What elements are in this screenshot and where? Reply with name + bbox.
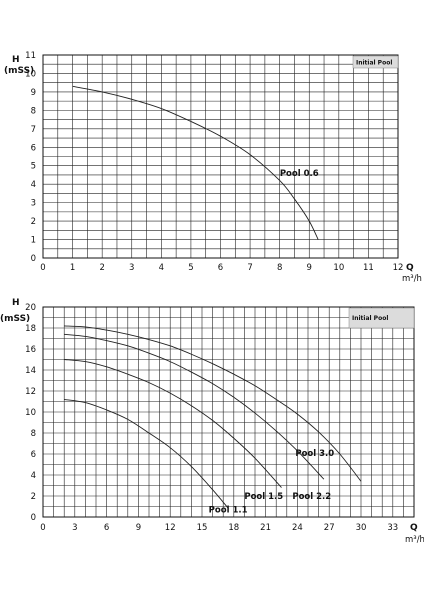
x-tick-label: 6 [104,523,109,533]
series-label: Pool 3.0 [295,449,334,459]
y-tick-label: 7 [31,125,36,135]
y-tick-label: 20 [25,303,36,313]
y-axis-unit: (mSS) [4,66,34,76]
x-tick-label: 7 [247,263,252,273]
x-tick-label: 4 [159,263,164,273]
x-tick-label: 0 [40,523,45,533]
x-axis-title: Q [406,263,414,273]
grid-lines [42,54,399,259]
y-tick-label: 10 [25,408,36,418]
series-label: Pool 1.5 [244,492,283,502]
x-axis-unit: m³/h [405,535,424,545]
x-axis-title: Q [410,523,418,533]
y-tick-label: 11 [25,51,36,61]
series-label: Pool 0.6 [280,169,319,179]
legend-box [348,307,415,329]
legend: Initial Pool [348,307,415,329]
x-tick-label: 9 [307,263,312,273]
y-tick-label: 2 [31,492,36,502]
x-tick-label: 21 [260,523,271,533]
y-tick-label: 0 [31,254,36,264]
plot-frame [42,306,415,518]
x-tick-label: 8 [277,263,282,273]
y-tick-label: 6 [31,450,36,460]
x-tick-label: 11 [363,263,374,273]
x-axis-unit: m³/h [402,274,422,284]
x-tick-label: 5 [188,263,193,273]
x-tick-label: 0 [40,263,45,273]
series-line-pool-2-2 [64,333,325,480]
series-line-pool-1-5 [64,359,282,488]
x-tick-label: 12 [165,523,176,533]
y-tick-label: 0 [31,513,36,523]
x-tick-label: 6 [218,263,223,273]
series-line-pool-3-0 [64,325,362,482]
x-tick-label: 30 [356,523,367,533]
y-axis-title: H [12,55,20,65]
y-tick-label: 16 [25,345,36,355]
x-tick-label: 1 [70,263,75,273]
legend-box [352,55,399,69]
y-tick-label: 4 [31,471,36,481]
y-tick-label: 5 [31,162,36,172]
x-tick-label: 2 [99,263,104,273]
y-tick-label: 9 [31,88,36,98]
x-tick-label: 18 [228,523,239,533]
x-tick-label: 3 [72,523,77,533]
series-line-pool-1-1 [64,398,229,509]
x-tick-label: 3 [129,263,134,273]
series-label: Pool 2.2 [292,492,331,502]
legend-entry: Initial Pool [356,60,392,67]
legend: Initial Pool [352,55,399,69]
y-tick-label: 10 [25,69,36,79]
x-tick-label: 15 [197,523,208,533]
x-tick-label: 9 [136,523,141,533]
y-tick-label: 3 [31,199,36,209]
series-label: Pool 1.1 [209,506,248,516]
series-line-pool-0-6 [72,85,319,240]
legend-entry: Initial Pool [352,315,388,322]
y-tick-label: 6 [31,143,36,153]
y-axis-unit: (mSS) [0,314,30,324]
y-tick-label: 14 [25,366,36,376]
y-tick-label: 2 [31,217,36,227]
y-axis-title: H [12,298,20,308]
y-tick-label: 12 [25,387,36,397]
x-tick-label: 27 [324,523,335,533]
y-tick-label: 8 [31,106,36,116]
y-tick-label: 1 [31,236,36,246]
x-tick-label: 12 [393,263,404,273]
plot-frame [42,54,399,259]
y-tick-label: 18 [25,324,36,334]
x-tick-label: 33 [387,523,398,533]
y-tick-label: 8 [31,429,36,439]
y-tick-label: 4 [31,180,36,190]
x-tick-label: 10 [333,263,344,273]
x-tick-label: 24 [292,523,303,533]
